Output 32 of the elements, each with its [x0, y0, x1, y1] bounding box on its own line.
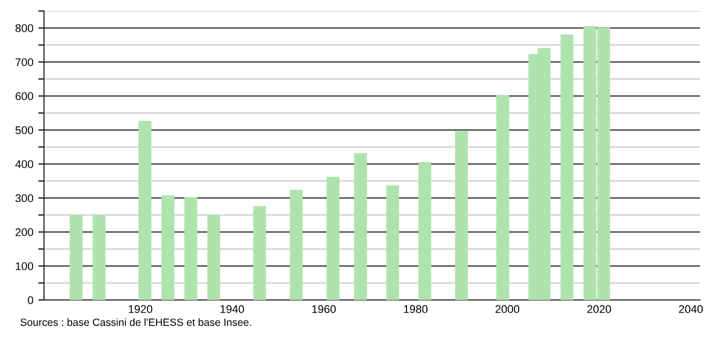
y-tick-label: 400: [15, 160, 34, 168]
bar: [92, 215, 106, 300]
bar: [138, 120, 152, 300]
x-tick-label: 1920: [128, 305, 152, 314]
y-tick-label: 500: [15, 126, 34, 134]
x-tick-label: 2040: [679, 305, 703, 314]
x-tick-label: 2000: [496, 305, 520, 314]
bar: [496, 95, 510, 300]
y-tick-label: 300: [15, 194, 34, 202]
y-tick-label: 200: [16, 228, 34, 236]
x-tick-label: 1980: [404, 305, 428, 314]
bar: [455, 130, 468, 300]
bar: [326, 176, 340, 300]
bar: [560, 34, 574, 300]
y-tick-label: 0: [28, 296, 34, 304]
bar: [207, 215, 220, 300]
x-tick-label: 1940: [220, 305, 244, 314]
x-tick-label: 2020: [587, 305, 612, 314]
bar: [184, 196, 198, 300]
y-tick-label: 600: [16, 92, 34, 100]
y-tick-label: 700: [16, 58, 34, 66]
y-tick-label: 100: [16, 262, 34, 270]
x-tick-label: 1960: [312, 305, 336, 314]
y-tick-label: 800: [16, 24, 34, 32]
bar: [418, 162, 432, 300]
bar: [161, 195, 174, 300]
bar: [354, 153, 367, 300]
bar: [253, 206, 266, 300]
bar: [70, 215, 83, 300]
bar: [386, 185, 400, 300]
source-note: Sources : base Cassini de l'EHESS et base Insee.: [20, 318, 251, 326]
bar: [290, 190, 303, 300]
